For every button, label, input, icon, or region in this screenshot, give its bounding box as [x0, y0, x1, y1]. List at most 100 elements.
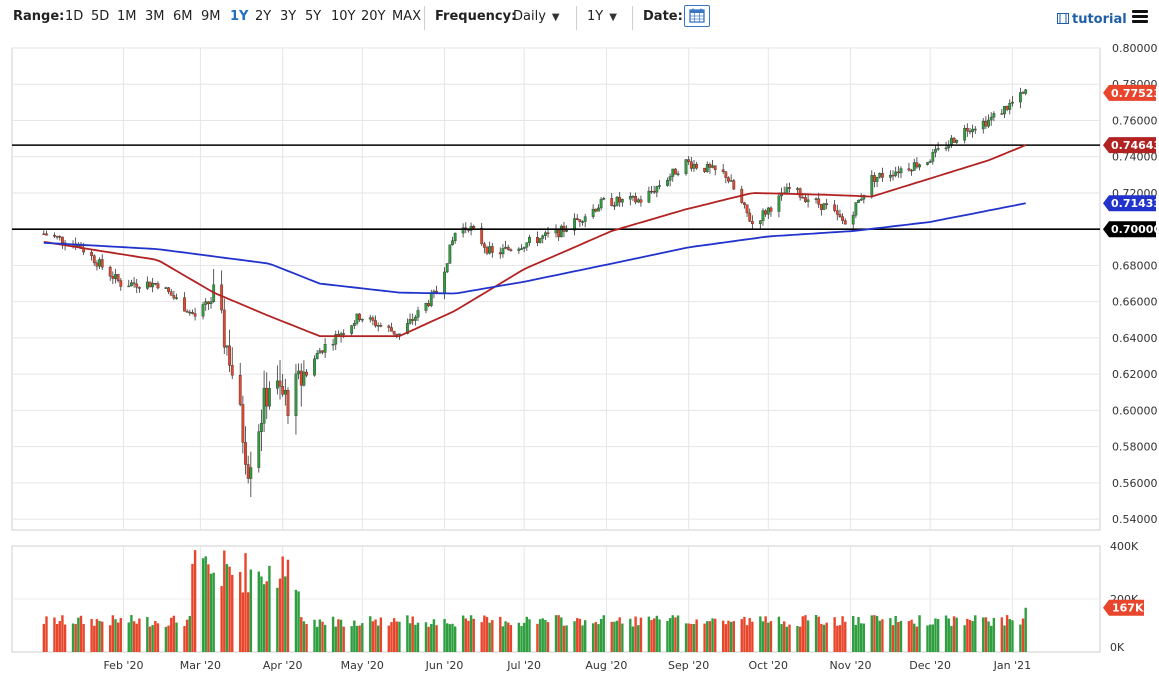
volume-bar: [955, 617, 958, 652]
date-picker-button[interactable]: [684, 5, 710, 27]
volume-bar: [870, 615, 873, 652]
volume-bar: [631, 626, 635, 652]
volume-bar: [599, 618, 603, 652]
y-tick-label: 0.66000: [1112, 296, 1158, 309]
candle: [907, 168, 911, 171]
volume-bar: [926, 625, 929, 652]
volume-bar: [562, 625, 566, 652]
candle: [915, 162, 919, 168]
candle: [350, 325, 354, 334]
y-tick-label: 0.76000: [1112, 114, 1158, 127]
candle: [944, 147, 948, 150]
frequency-select[interactable]: Daily ▼: [513, 9, 560, 24]
candle: [119, 280, 123, 287]
x-tick-label: Apr '20: [263, 659, 303, 672]
candle: [543, 232, 547, 236]
range-button-3y[interactable]: 3Y: [280, 9, 297, 24]
candle: [801, 197, 805, 199]
period-select[interactable]: 1Y ▼: [587, 9, 617, 24]
candle: [838, 214, 842, 217]
range-button-1d[interactable]: 1D: [65, 9, 84, 24]
volume-bar: [231, 574, 234, 652]
volume-bar: [432, 619, 436, 652]
volume-bar: [61, 615, 64, 652]
candle: [204, 301, 208, 305]
volume-bar: [302, 621, 306, 652]
volume-bar: [148, 626, 152, 652]
volume-bar: [443, 619, 446, 652]
volume-bar: [201, 558, 205, 652]
range-button-10y[interactable]: 10Y: [331, 9, 356, 24]
candle: [318, 350, 322, 354]
price-chart[interactable]: Feb '20 Mar '20 Apr '20 May '20 Jun '20 Jul '…: [0, 36, 1159, 690]
volume-bar: [621, 623, 624, 652]
menu-icon[interactable]: [1132, 10, 1148, 24]
volume-bar: [557, 615, 560, 652]
range-button-5d[interactable]: 5D: [91, 9, 110, 24]
candle: [156, 283, 160, 289]
candle: [931, 152, 935, 162]
candle: [952, 137, 956, 143]
candle: [90, 251, 94, 256]
volume-bar: [483, 615, 486, 652]
candle: [575, 218, 579, 220]
range-button-3m[interactable]: 3M: [145, 9, 165, 24]
volume-bar: [406, 615, 409, 652]
volume-bar: [560, 617, 563, 652]
volume-bar: [305, 623, 308, 652]
tutorial-label: tutorial: [1072, 12, 1127, 27]
candle: [758, 220, 762, 225]
range-button-1y[interactable]: 1Y: [230, 9, 249, 24]
volume-bar: [546, 622, 550, 652]
candle: [1021, 92, 1025, 94]
volume-bar: [244, 553, 247, 652]
candle: [137, 287, 141, 289]
divider: [632, 6, 633, 30]
x-tick-label: Jun '20: [425, 659, 464, 672]
volume-bar: [748, 618, 751, 652]
moving-average-line: [43, 202, 1026, 295]
range-button-20y[interactable]: 20Y: [361, 9, 386, 24]
volume-bar: [371, 621, 375, 652]
volume-bar: [374, 619, 377, 652]
y-tick-label: 0.60000: [1112, 404, 1158, 417]
volume-bar: [576, 618, 579, 652]
volume-bar: [53, 617, 56, 652]
candle: [241, 404, 245, 443]
candle: [965, 128, 969, 132]
volume-bar: [58, 621, 61, 652]
volume-bar: [820, 623, 823, 652]
volume-bar: [185, 619, 189, 652]
range-button-2y[interactable]: 2Y: [255, 9, 272, 24]
volume-bar: [286, 559, 290, 652]
volume-bar: [315, 626, 319, 652]
volume-bar: [806, 620, 810, 652]
volume-bar: [446, 623, 449, 652]
volume-bar: [1024, 607, 1027, 652]
volume-bar: [968, 619, 972, 652]
volume-bar: [257, 571, 260, 652]
candle: [374, 320, 377, 327]
chevron-down-icon: ▼: [551, 12, 560, 23]
volume-bar: [984, 617, 988, 652]
candle: [92, 255, 96, 264]
volume-bar: [313, 619, 316, 652]
range-button-max[interactable]: MAX: [392, 9, 422, 24]
candle: [761, 210, 765, 221]
candle: [822, 203, 826, 210]
range-label: Range:: [13, 9, 65, 24]
range-button-6m[interactable]: 6M: [173, 9, 193, 24]
range-button-9m[interactable]: 9M: [201, 9, 221, 24]
volume-bar: [228, 566, 231, 652]
volume-bar: [334, 626, 337, 652]
candle: [546, 232, 550, 234]
volume-bar: [928, 624, 932, 652]
candle: [244, 442, 247, 465]
range-button-1m[interactable]: 1M: [117, 9, 137, 24]
tutorial-link[interactable]: tutorial: [1057, 12, 1127, 27]
volume-bar: [690, 623, 693, 652]
candle: [878, 173, 882, 178]
candle: [175, 297, 178, 299]
volume-bar: [467, 620, 470, 652]
range-button-5y[interactable]: 5Y: [305, 9, 322, 24]
